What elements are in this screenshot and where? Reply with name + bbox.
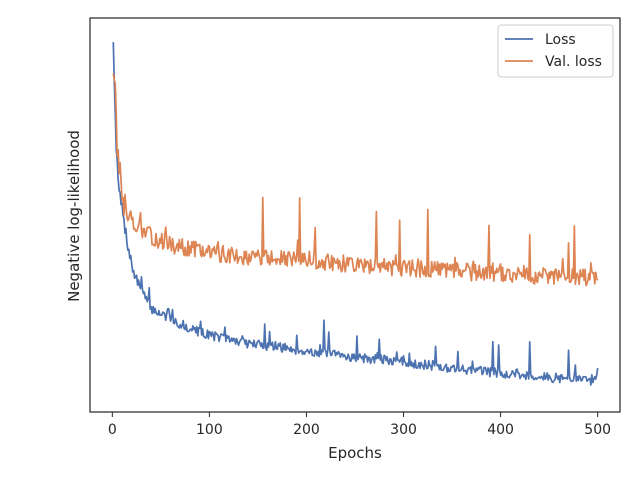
legend-label-loss: Loss xyxy=(545,32,576,48)
x-tick-label: 200 xyxy=(293,422,320,438)
x-tick-label: 0 xyxy=(108,422,117,438)
x-tick-label: 100 xyxy=(196,422,223,438)
x-axis-ticks: 0 100 200 300 400 500 xyxy=(108,412,611,438)
series-line-val-loss xyxy=(112,73,599,287)
x-tick-label: 400 xyxy=(487,422,514,438)
legend-box xyxy=(497,24,614,78)
x-axis-label: Epochs xyxy=(328,444,382,462)
x-tick-label: 500 xyxy=(584,422,611,438)
series-layer xyxy=(112,42,599,386)
legend-label-val-loss: Val. loss xyxy=(545,54,602,70)
x-tick-label: 300 xyxy=(390,422,417,438)
y-axis-label: Negative log-likelihood xyxy=(65,130,83,302)
plot-area xyxy=(89,17,621,413)
series-line-loss xyxy=(112,42,599,386)
legend: Loss Val. loss xyxy=(497,24,614,78)
